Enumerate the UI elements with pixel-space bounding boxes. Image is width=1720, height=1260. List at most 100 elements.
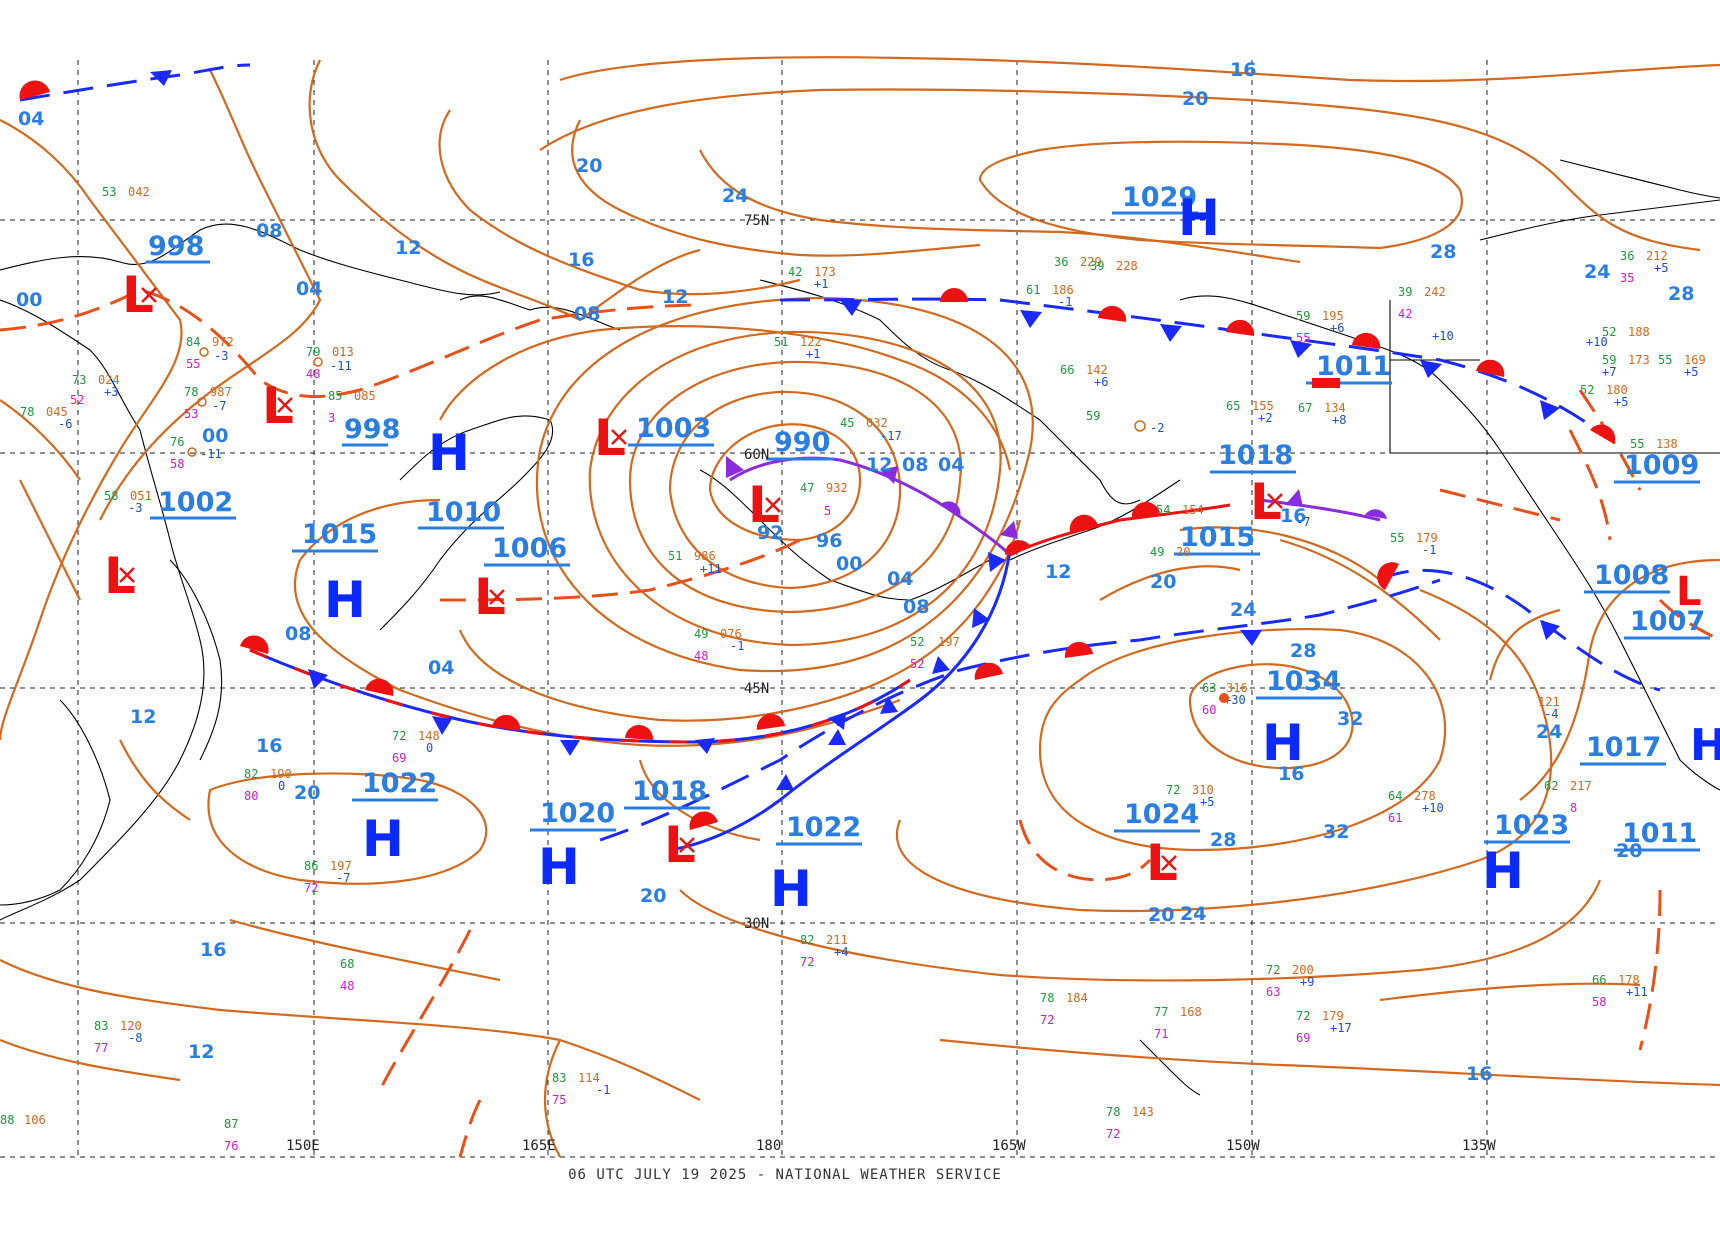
station-value: 72 <box>1166 783 1180 797</box>
station: 72 200+9 63 <box>1266 963 1314 999</box>
station-value: 242 <box>1424 285 1446 299</box>
station: 47 932 5 <box>800 481 848 518</box>
low-center: 1002 L <box>104 487 236 605</box>
isobar-label: 04 <box>938 454 964 476</box>
low-center: 998 L <box>122 231 210 324</box>
station-value: 972 <box>212 335 234 349</box>
station-value: -2 <box>1150 421 1164 435</box>
high-pressure-letter: H <box>362 810 404 868</box>
station-value: 212 <box>1646 249 1668 263</box>
low-center: 998 L <box>262 377 400 447</box>
station-value: 173 <box>1628 353 1650 367</box>
station-value: 186 <box>1052 283 1074 297</box>
isobar-label: 96 <box>816 530 842 552</box>
pressure-value: 1018 <box>632 776 707 807</box>
station-value: 53 <box>184 407 198 421</box>
low-pressure-letter: L <box>1146 834 1178 892</box>
pressure-value: 1017 <box>1586 732 1661 763</box>
station-value: 84 <box>186 335 200 349</box>
coastlines <box>0 159 1720 1096</box>
isobar-label: 24 <box>1230 599 1256 621</box>
pressure-value: 990 <box>774 427 830 458</box>
pressure-value: 1011 <box>1316 351 1391 382</box>
station-value: 78 <box>1106 1105 1120 1119</box>
lon-label: 165E <box>522 1138 556 1154</box>
station: 36 212+5 35 <box>1620 249 1668 285</box>
isobar-label: 12 <box>662 286 688 308</box>
station: 79 013 48 -11 <box>306 345 354 381</box>
high-pressure-letter: H <box>1690 720 1720 771</box>
pressure-value: 1007 <box>1630 606 1705 637</box>
station: 45 032-17 <box>840 416 902 443</box>
station-value: -1 <box>596 1083 610 1097</box>
isobar-label: 24 <box>1180 903 1206 925</box>
station-value: 59 <box>1086 409 1100 423</box>
station-value: 72 <box>1040 1013 1054 1027</box>
station-value: 66 <box>1592 973 1606 987</box>
pressure-value: 1022 <box>362 768 437 799</box>
isobar-label: 00 <box>16 289 42 311</box>
isobar-label: 16 <box>1466 1063 1492 1085</box>
station-value: 63 <box>1202 681 1216 695</box>
station-value: 72 <box>800 955 814 969</box>
pressure-value: 1010 <box>426 497 501 528</box>
station-value: 88 <box>0 1113 14 1127</box>
station: 83 120-8 77 <box>94 1019 142 1055</box>
isobar-label: 12 <box>395 237 421 259</box>
isobar-labels: 04 08 12 16 20 24 28 00 04 08 12 16 20 2… <box>16 59 1694 1085</box>
station-value: 045 <box>46 405 68 419</box>
high-pressure-letter: H <box>428 424 470 482</box>
station-value: 62 <box>1544 779 1558 793</box>
station-value: 51 <box>774 335 788 349</box>
station-value: -17 <box>880 429 902 443</box>
station: 52 197 52 <box>910 635 960 671</box>
map-footer: 06 UTC JULY 19 2025 - NATIONAL WEATHER S… <box>0 1167 1720 1183</box>
station-value: 52 <box>1580 383 1594 397</box>
high-pressure-letter: H <box>1178 189 1220 247</box>
isobar-label: 32 <box>1337 708 1363 730</box>
isobar-label: 16 <box>256 735 282 757</box>
isobar-label: 20 <box>1150 571 1176 593</box>
station-value: 52 <box>910 635 924 649</box>
station: 59 195+6 55 <box>1296 309 1344 345</box>
high-center: 1029 H <box>1112 182 1220 247</box>
station-value: 87 <box>224 1117 238 1131</box>
station-value: 3 <box>328 411 335 425</box>
low-center: 1011 <box>1306 351 1392 388</box>
coordinate-labels: 150E 165E 180 165W 150W 135W 75N 60N 45N… <box>286 213 1496 1154</box>
isobar-label: 16 <box>1278 763 1304 785</box>
isobar-label: 12 <box>1045 561 1071 583</box>
station-value: +7 <box>1602 365 1616 379</box>
station-value: 155 <box>1252 399 1274 413</box>
station-value: -1 <box>1422 543 1436 557</box>
station-value: 45 <box>840 416 854 430</box>
station-value: 39 <box>1398 285 1412 299</box>
station: 55 179-1 <box>1390 531 1438 557</box>
station-value: 85 <box>328 389 342 403</box>
station-value: -3 <box>214 349 228 363</box>
low-center: 1011 <box>1614 818 1700 852</box>
station-value: 73 <box>72 373 86 387</box>
station: 36 229 <box>1054 255 1102 269</box>
station-value: 200 <box>1292 963 1314 977</box>
high-pressure-letter: H <box>770 860 812 918</box>
station-value: 8 <box>1570 801 1577 815</box>
station-value: -7 <box>336 871 350 885</box>
station-value: 179 <box>1322 1009 1344 1023</box>
station-value: +6 <box>1330 321 1344 335</box>
station-value: +5 <box>1200 795 1214 809</box>
station: 86 197-7 72 <box>304 859 352 895</box>
station: 68 48 <box>340 957 354 993</box>
low-center: 1015 <box>1174 522 1260 556</box>
station-value: +11 <box>1626 985 1648 999</box>
station-value: 71 <box>1154 1027 1168 1041</box>
station-value: +5 <box>1684 365 1698 379</box>
station-value: 66 <box>1060 363 1074 377</box>
station-value: 49 <box>1150 545 1164 559</box>
station-value: 051 <box>130 489 152 503</box>
pressure-value: 1020 <box>540 798 615 829</box>
station: 72 310+5 <box>1166 783 1214 809</box>
station-value: 49 <box>694 627 708 641</box>
station: 78 045-6 <box>20 405 72 431</box>
station-value: -3 <box>128 501 142 515</box>
